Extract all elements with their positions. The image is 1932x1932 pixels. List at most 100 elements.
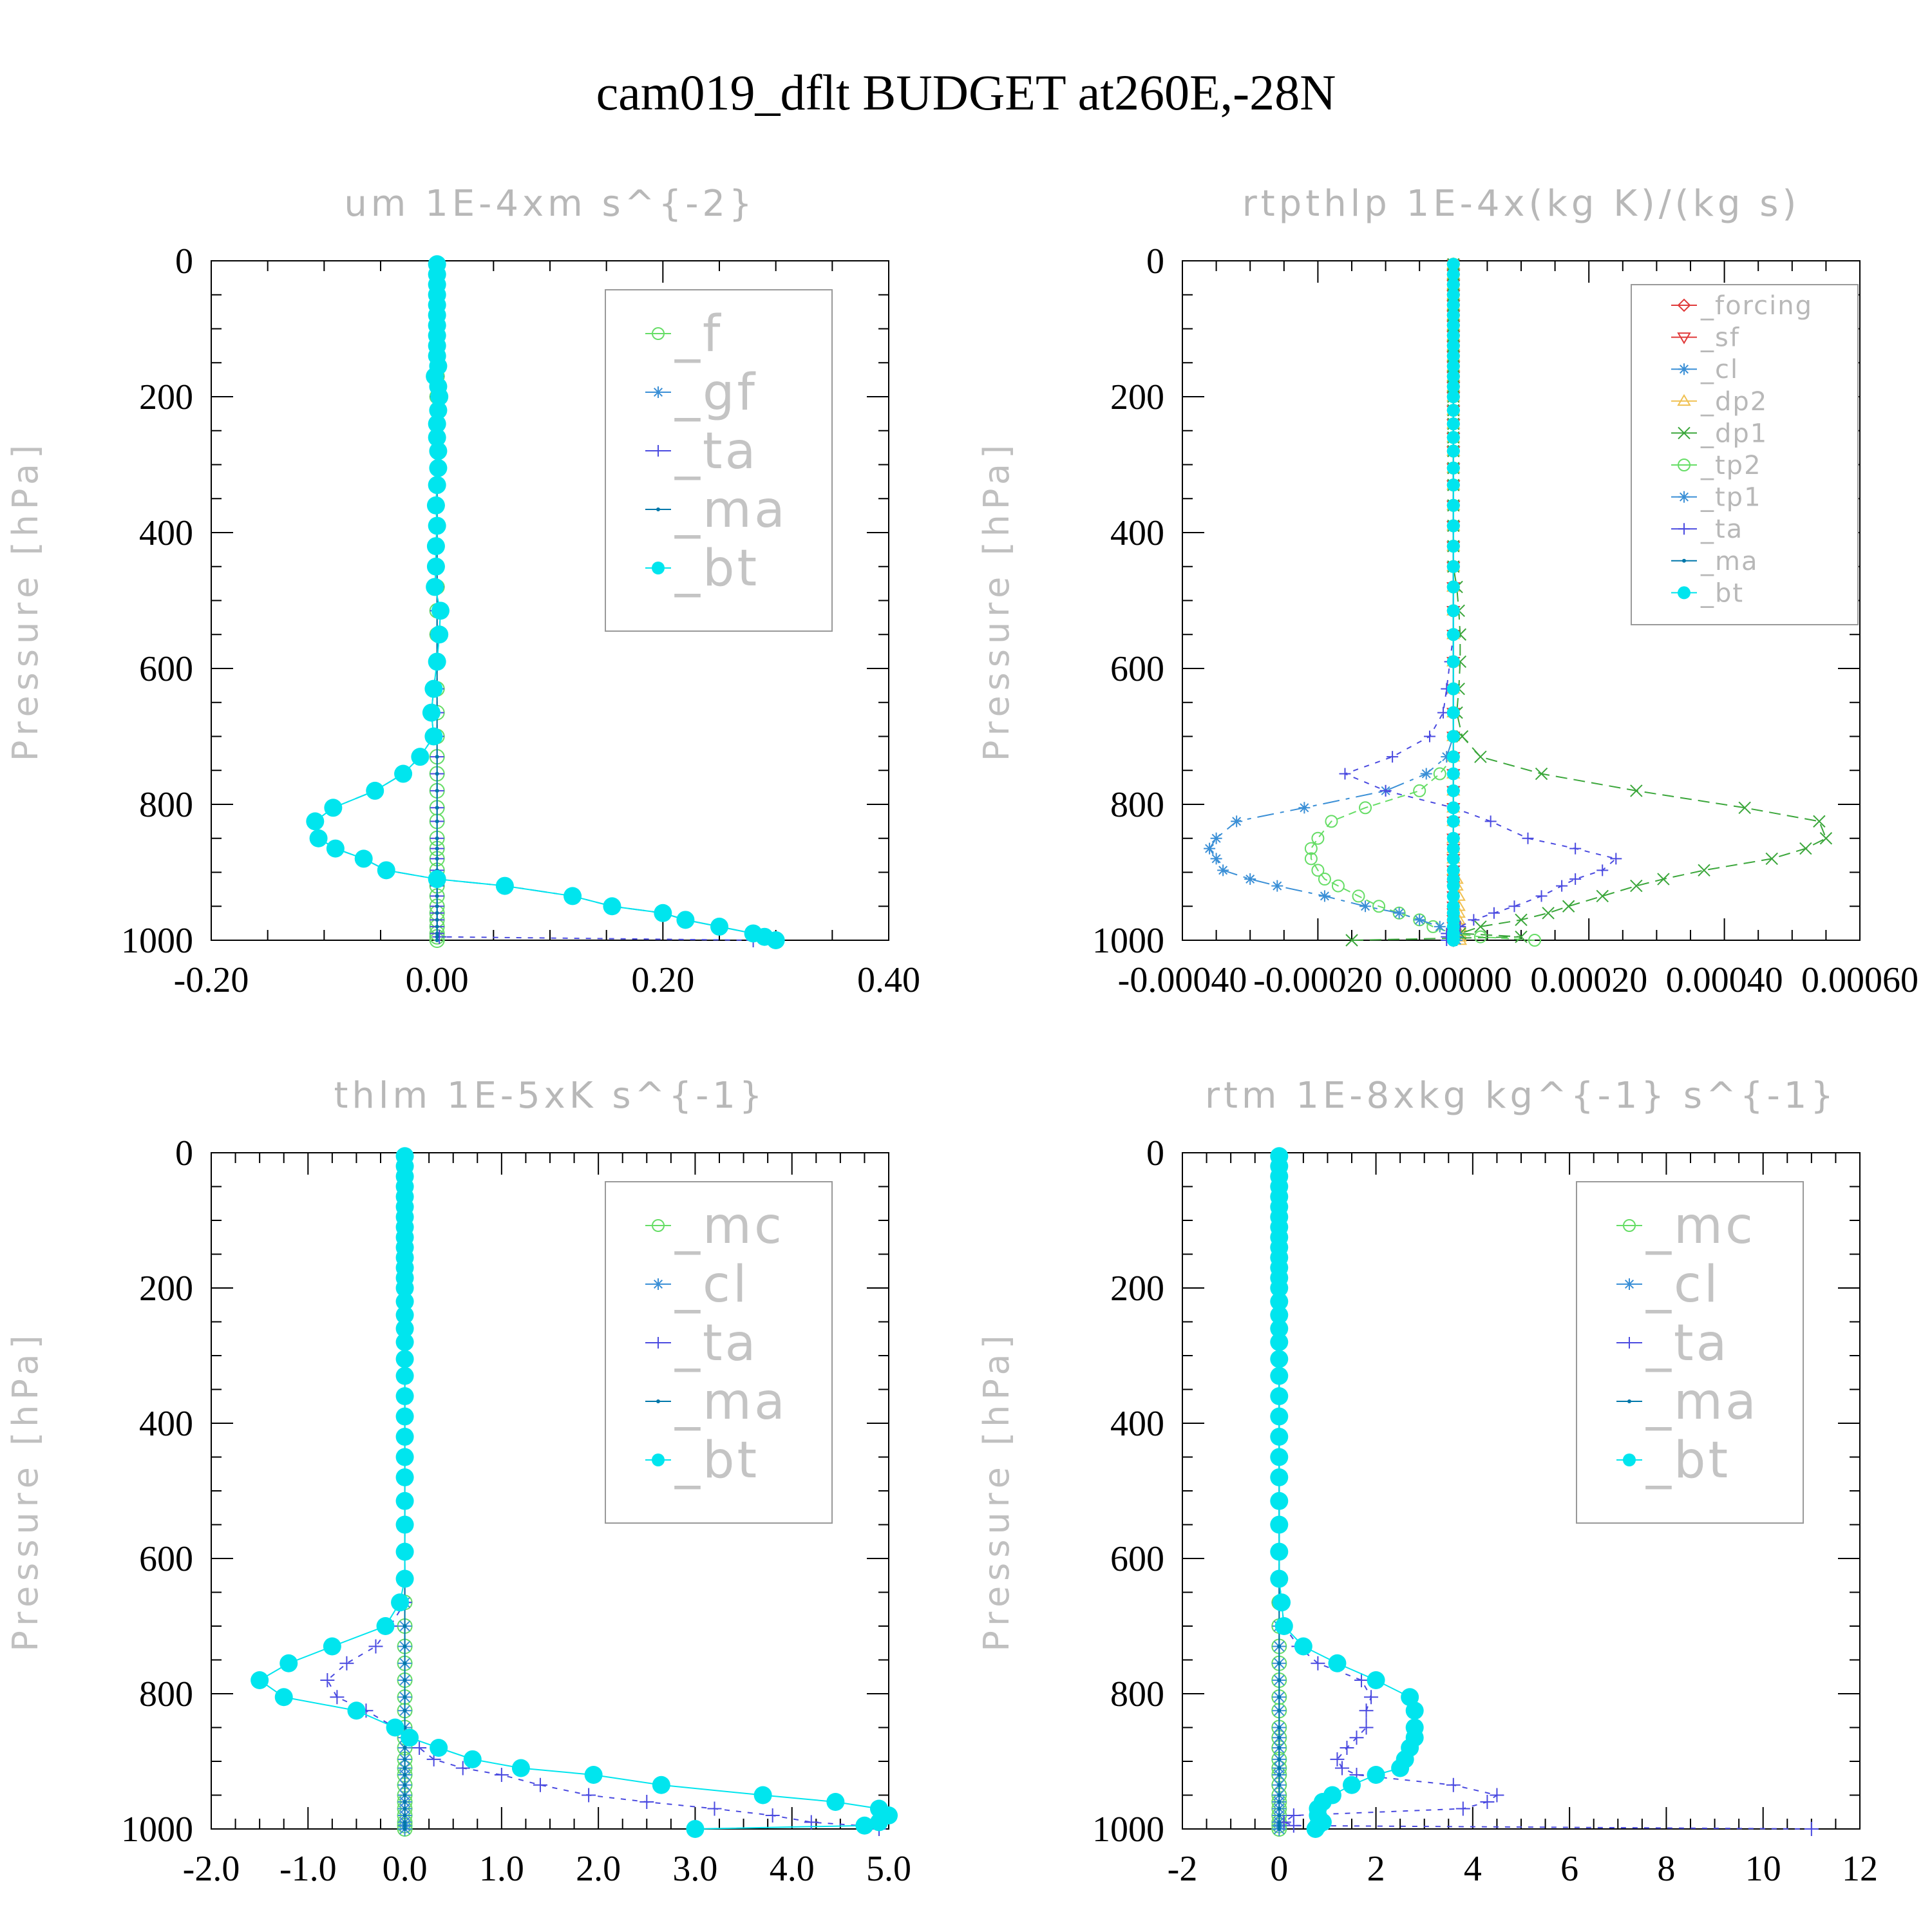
legend-entry-dp2: _dp2 <box>1671 387 1766 417</box>
data-point <box>1446 815 1460 828</box>
y-tick-label: 1000 <box>1092 1810 1164 1850</box>
legend-entry-bt: _bt <box>645 540 757 598</box>
data-point <box>1330 1752 1345 1766</box>
data-point <box>395 1407 414 1426</box>
y-axis-label: Pressure [hPa] <box>976 1330 1017 1651</box>
data-point <box>1311 1656 1325 1671</box>
data-point <box>1480 1795 1495 1809</box>
data-point <box>1413 784 1426 797</box>
data-point <box>1359 900 1372 913</box>
data-point <box>1323 1786 1341 1804</box>
data-point <box>1490 1788 1504 1803</box>
data-point <box>455 1761 470 1776</box>
data-point <box>1610 853 1622 865</box>
data-point <box>1446 831 1460 845</box>
legend-label: _ta <box>674 422 758 480</box>
data-point <box>435 755 439 759</box>
x-tick-label: 4 <box>1464 1849 1482 1889</box>
data-point <box>1270 1492 1289 1510</box>
data-point <box>306 812 325 831</box>
data-point <box>1328 1654 1347 1672</box>
legend: _mc_cl_ta_ma_bt <box>605 1181 833 1524</box>
x-tick-label: 12 <box>1842 1849 1878 1889</box>
data-point <box>426 557 445 576</box>
data-point <box>676 911 695 929</box>
legend-marker <box>1677 298 1691 312</box>
data-point <box>1630 879 1643 893</box>
y-tick-label: 0 <box>175 1133 193 1173</box>
data-point <box>411 748 430 766</box>
data-point <box>1562 900 1575 913</box>
data-point <box>435 772 439 776</box>
legend-label: _gf <box>674 364 757 422</box>
x-tick-label: 5.0 <box>866 1849 911 1889</box>
series-tp1 <box>1204 258 1463 946</box>
data-point <box>639 1795 654 1809</box>
legend-entry-cl: _cl <box>645 1256 747 1314</box>
data-point <box>1446 730 1460 743</box>
data-point <box>1270 1468 1289 1486</box>
y-tick-label: 600 <box>139 649 193 689</box>
legend-entry-forcing: _forcing <box>1671 291 1812 321</box>
data-point <box>422 703 440 722</box>
data-point <box>1446 682 1460 696</box>
data-point <box>1535 767 1548 781</box>
data-point <box>429 442 448 460</box>
y-tick-label: 800 <box>1110 1674 1164 1714</box>
data-point <box>1446 604 1460 618</box>
data-point <box>1277 1773 1282 1777</box>
data-point <box>402 1757 407 1761</box>
data-point <box>1799 842 1812 855</box>
legend-box <box>1576 1181 1804 1524</box>
legend-entry-bt: _bt <box>1671 578 1743 608</box>
data-point <box>1446 390 1460 403</box>
data-point <box>1405 1718 1424 1737</box>
chart-panel-3: thlm 1E-5xK s^{-1} Pressure [hPa] 0 200 400 6… <box>5 1075 911 1889</box>
data-point <box>1217 864 1229 876</box>
data-point <box>1339 768 1351 780</box>
legend-label: _ma <box>1700 547 1758 576</box>
data-point <box>1446 417 1460 431</box>
data-point <box>1488 907 1500 919</box>
legend: _mc_cl_ta_ma_bt <box>1576 1181 1804 1524</box>
data-point <box>402 1695 407 1700</box>
data-point <box>1393 907 1405 919</box>
data-point <box>402 1624 407 1628</box>
data-point <box>428 516 446 535</box>
data-point <box>320 1673 335 1687</box>
data-point <box>1331 879 1345 893</box>
panel-title: thlm 1E-5xK s^{-1} <box>334 1075 766 1117</box>
y-axis-label: Pressure [hPa] <box>976 440 1017 761</box>
legend-label: _mc <box>674 1197 784 1255</box>
data-point <box>339 1656 354 1671</box>
data-point <box>401 1728 419 1747</box>
data-point <box>1542 907 1555 920</box>
legend-marker <box>1678 491 1690 503</box>
data-point <box>686 1820 705 1838</box>
legend-entry-ta: _ta <box>1616 1314 1727 1372</box>
data-point <box>1277 1766 1282 1770</box>
data-point <box>1813 815 1826 828</box>
data-point <box>429 401 448 420</box>
data-point <box>511 1759 530 1777</box>
y-tick-label: 400 <box>139 513 193 553</box>
legend-marker <box>652 386 664 398</box>
data-point <box>1569 842 1582 855</box>
legend-entry-ta: _ta <box>645 422 758 480</box>
data-point <box>1446 864 1460 877</box>
data-point <box>426 578 444 596</box>
legend-entry-ma: _ma <box>1616 1373 1756 1431</box>
y-tick-label: 1000 <box>121 1810 193 1850</box>
data-point <box>428 255 446 274</box>
legend-marker <box>652 1278 664 1290</box>
chart-panel-2: rtpthlp 1E-4x(kg K)/(kg s) Pressure [hPa]… <box>976 183 1918 1000</box>
x-tick-label: 4.0 <box>770 1849 815 1889</box>
series-bt <box>1270 1147 1424 1838</box>
data-point <box>412 1741 427 1755</box>
legend-marker <box>1682 558 1686 563</box>
data-point <box>603 897 621 916</box>
data-point <box>654 904 672 922</box>
data-point <box>395 1468 414 1486</box>
x-tick-label: 10 <box>1745 1849 1781 1889</box>
